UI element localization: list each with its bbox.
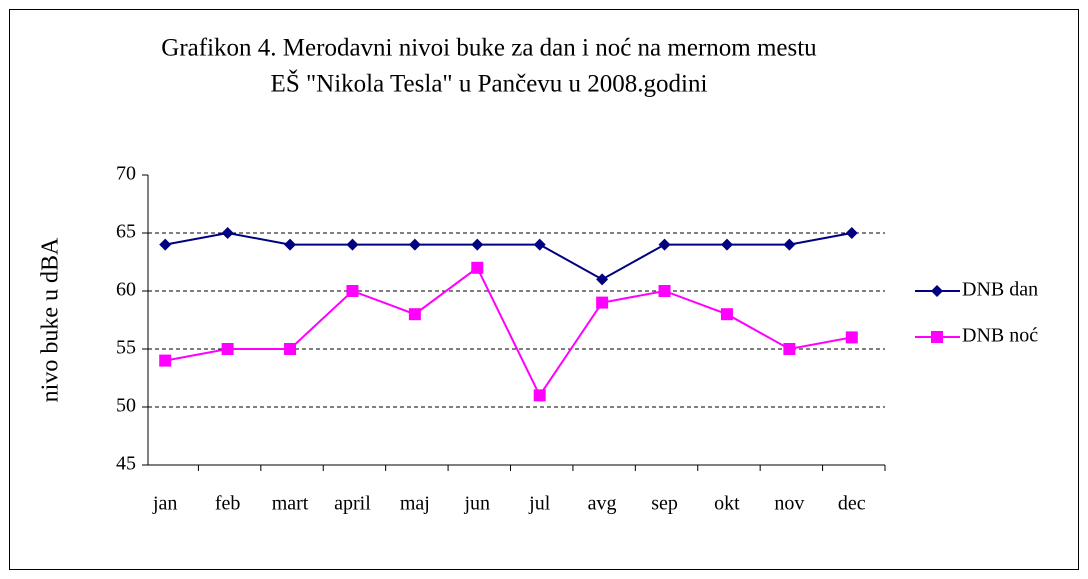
x-tick-label: jan [152, 493, 177, 515]
marker [783, 238, 796, 251]
legend-label: DNB noć [962, 325, 1038, 347]
marker [596, 273, 609, 286]
x-tick-label: sep [651, 493, 678, 515]
y-axis-label: nivo buke u dBA [38, 237, 64, 402]
legend-marker [931, 331, 943, 343]
marker [720, 238, 733, 251]
marker [284, 343, 297, 355]
x-tick-label: feb [215, 493, 241, 515]
x-tick-label: mart [272, 493, 309, 515]
y-tick-label: 45 [116, 453, 136, 475]
marker [596, 296, 609, 309]
legend-label: DNB dan [962, 279, 1038, 301]
line [165, 266, 852, 398]
marker [159, 354, 172, 367]
chart-title: Grafikon 4. Merodavni nivoi buke za dan … [161, 35, 817, 62]
chart-title: EŠ "Nikola Tesla" u Pančevu u 2008.godin… [271, 69, 708, 98]
x-tick-label: dec [838, 493, 866, 515]
marker [658, 285, 671, 297]
marker [845, 331, 858, 344]
y-tick-label: 70 [116, 163, 136, 185]
x-tick-label: april [334, 493, 371, 515]
marker [408, 308, 421, 321]
x-tick-label: jul [528, 493, 551, 515]
marker [221, 343, 234, 355]
x-tick-label: okt [714, 493, 740, 515]
chart-border [9, 9, 1079, 570]
marker [845, 227, 858, 239]
y-tick-label: 65 [116, 221, 136, 243]
marker [159, 238, 172, 251]
y-tick-label: 55 [116, 337, 136, 359]
marker [346, 285, 359, 297]
marker [533, 389, 546, 402]
x-tick-label: maj [400, 493, 430, 515]
marker [658, 238, 671, 251]
marker [471, 261, 484, 274]
marker [720, 308, 733, 321]
line [165, 231, 852, 281]
marker [783, 343, 796, 355]
marker [346, 238, 359, 251]
legend-marker [931, 285, 943, 297]
marker [284, 238, 297, 251]
marker [408, 238, 421, 251]
marker [221, 227, 234, 239]
y-tick-label: 60 [116, 279, 136, 301]
marker [471, 238, 484, 251]
marker [533, 238, 546, 251]
y-tick-label: 50 [116, 395, 136, 417]
x-tick-label: avg [588, 493, 617, 515]
x-tick-label: nov [774, 493, 804, 515]
x-tick-label: jun [464, 493, 491, 515]
